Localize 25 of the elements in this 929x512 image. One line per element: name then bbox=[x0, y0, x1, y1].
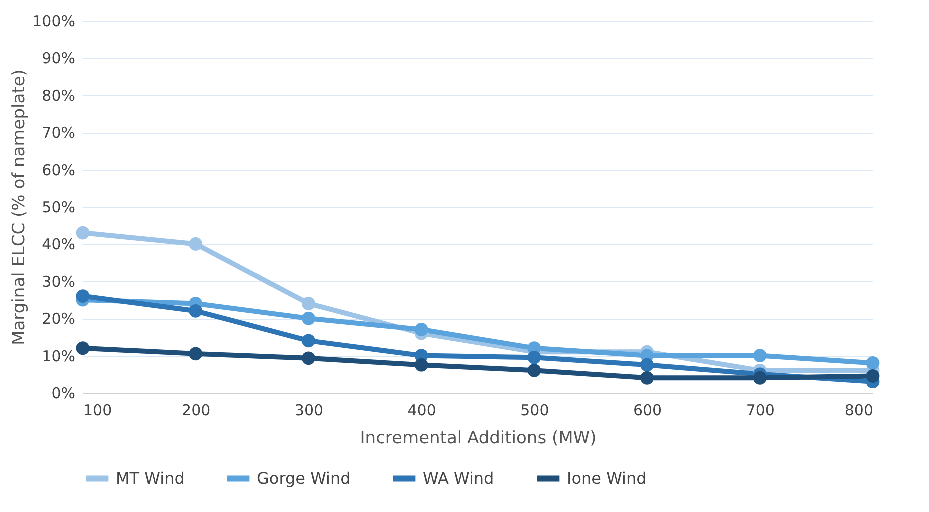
x-tick-label: 700 bbox=[746, 402, 775, 420]
y-tick-label: 0% bbox=[52, 384, 76, 402]
y-tick-label: 50% bbox=[42, 198, 76, 216]
x-tick-label: 100 bbox=[84, 402, 112, 420]
x-tick-label: 300 bbox=[294, 402, 324, 420]
y-axis-title: Marginal ELCC (% of nameplate) bbox=[10, 70, 30, 346]
x-tick-label: 400 bbox=[408, 402, 436, 420]
x-tick-label: 200 bbox=[182, 402, 211, 420]
legend-label: Gorge Wind bbox=[257, 468, 351, 488]
y-tick-label: 100% bbox=[32, 12, 76, 30]
legend-label: Ione Wind bbox=[567, 468, 647, 488]
x-tick-label: 600 bbox=[633, 402, 662, 420]
y-tick-label: 90% bbox=[42, 50, 76, 68]
y-tick-label: 30% bbox=[42, 272, 76, 291]
x-tick-label: 500 bbox=[520, 402, 550, 420]
y-tick-label: 70% bbox=[42, 124, 76, 142]
y-tick-label: 40% bbox=[42, 236, 76, 254]
x-axis-title: Incremental Additions (MW) bbox=[360, 428, 597, 448]
legend-label: WA Wind bbox=[423, 468, 494, 488]
legend-label: MT Wind bbox=[116, 468, 185, 488]
x-tick-label: 800 bbox=[844, 402, 874, 420]
y-tick-label: 60% bbox=[42, 161, 76, 180]
y-tick-label: 80% bbox=[42, 86, 76, 105]
y-tick-label: 20% bbox=[42, 310, 76, 328]
y-tick-label: 10% bbox=[42, 347, 76, 366]
